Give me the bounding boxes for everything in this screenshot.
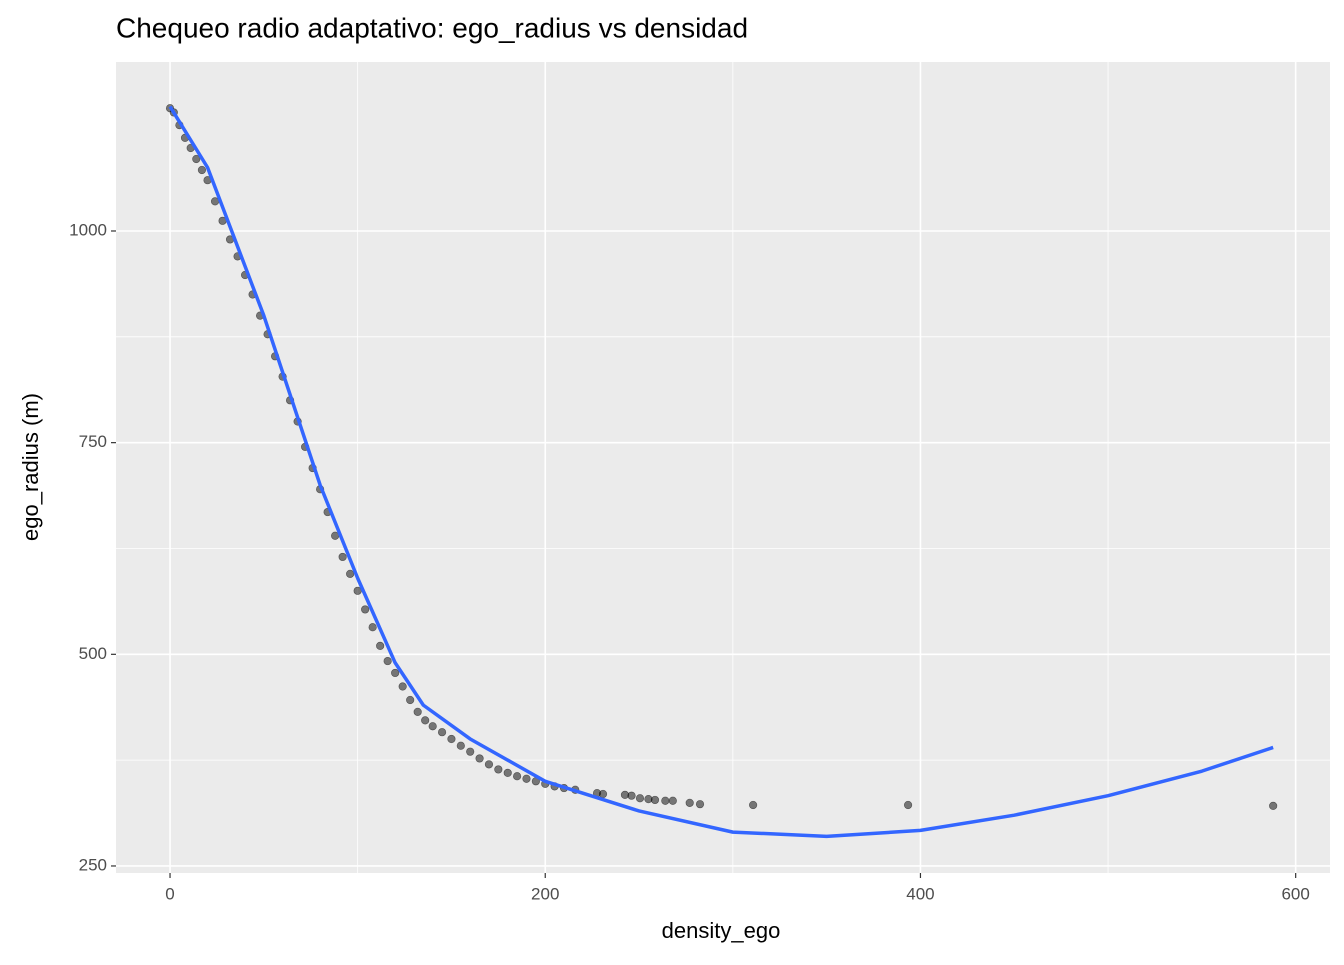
smooth-line bbox=[168, 105, 1274, 839]
point bbox=[627, 791, 636, 800]
point bbox=[421, 716, 430, 725]
point bbox=[1269, 801, 1278, 810]
point bbox=[685, 798, 694, 807]
point bbox=[661, 796, 670, 805]
point bbox=[695, 800, 705, 809]
point bbox=[437, 728, 447, 737]
x-tick-label: 0 bbox=[165, 884, 174, 903]
point bbox=[668, 796, 677, 805]
point bbox=[456, 741, 465, 750]
y-tick-label: 1000 bbox=[69, 220, 107, 239]
point bbox=[503, 768, 512, 777]
point bbox=[197, 165, 207, 175]
point bbox=[398, 682, 407, 691]
point bbox=[346, 569, 355, 578]
point bbox=[376, 641, 385, 650]
point bbox=[447, 734, 456, 744]
x-tick-label: 200 bbox=[531, 884, 559, 903]
point bbox=[361, 605, 370, 614]
point bbox=[338, 552, 347, 562]
point bbox=[635, 794, 645, 803]
y-axis-title: ego_radius (m) bbox=[18, 393, 43, 541]
panel bbox=[116, 62, 1330, 873]
point bbox=[650, 795, 660, 805]
point bbox=[484, 760, 494, 769]
point bbox=[413, 707, 422, 716]
point bbox=[598, 789, 608, 799]
y-tick-label: 250 bbox=[79, 855, 107, 874]
point bbox=[466, 747, 475, 756]
point bbox=[383, 656, 392, 666]
point bbox=[749, 800, 758, 810]
point bbox=[406, 695, 415, 705]
point bbox=[368, 623, 377, 632]
point bbox=[428, 722, 437, 731]
point bbox=[522, 774, 531, 783]
x-tick-label: 400 bbox=[906, 884, 934, 903]
point bbox=[513, 772, 522, 781]
y-tick-label: 750 bbox=[79, 432, 107, 451]
point bbox=[391, 668, 400, 678]
point bbox=[475, 754, 484, 763]
point bbox=[903, 800, 913, 810]
x-axis-title: density_ego bbox=[662, 918, 781, 943]
point bbox=[494, 765, 503, 774]
x-tick-label: 600 bbox=[1281, 884, 1309, 903]
chart-title: Chequeo radio adaptativo: ego_radius vs … bbox=[116, 12, 748, 43]
y-tick-label: 500 bbox=[79, 644, 107, 663]
point bbox=[192, 154, 201, 164]
